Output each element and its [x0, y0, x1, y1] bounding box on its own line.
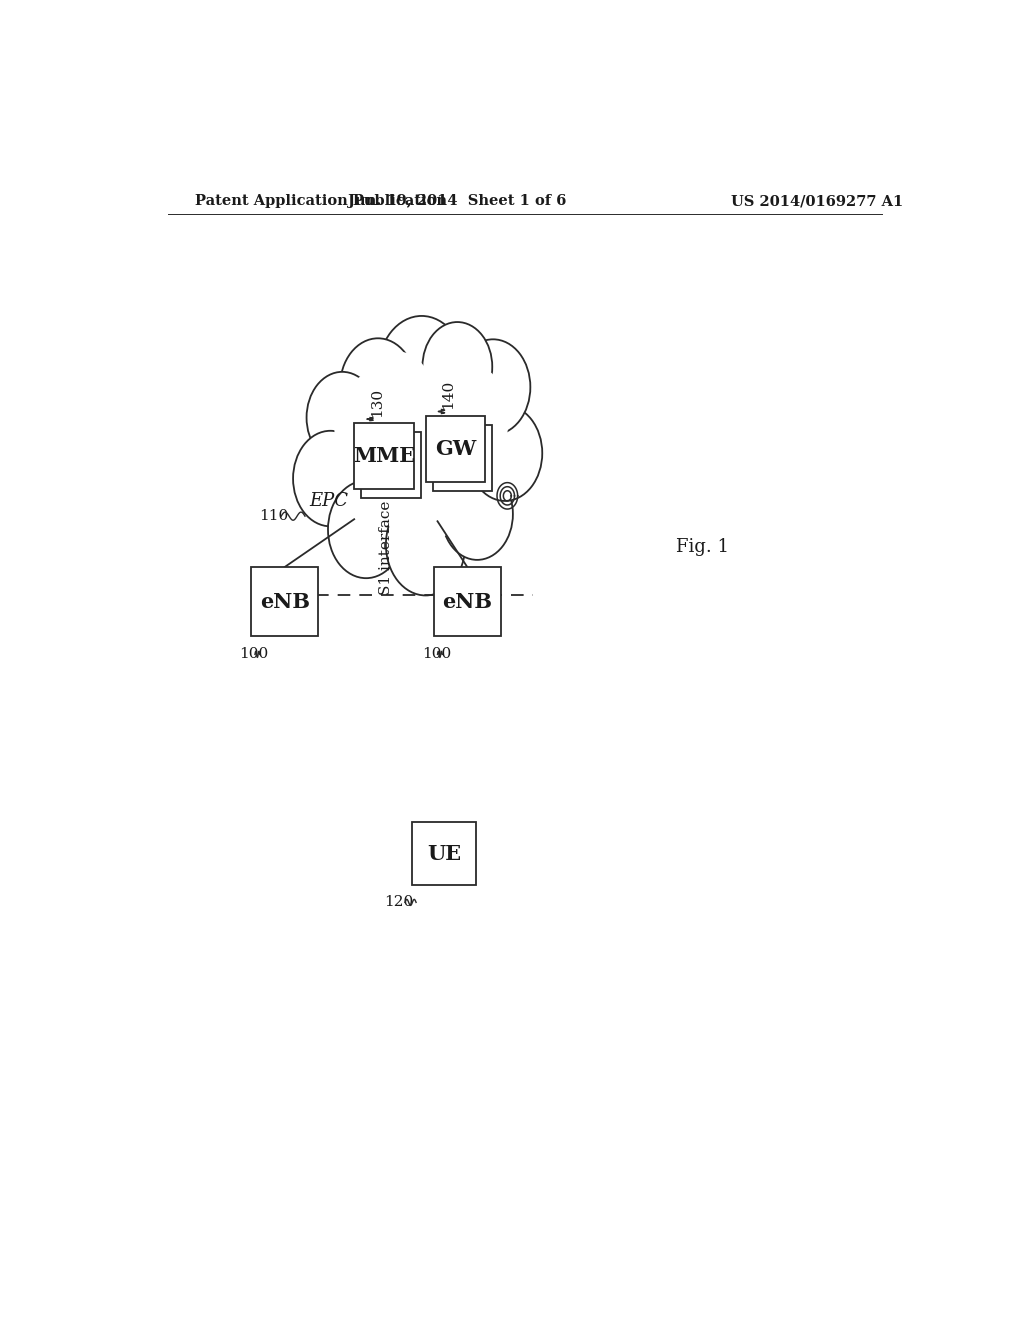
Circle shape	[386, 494, 465, 595]
Circle shape	[334, 372, 422, 483]
Text: UE: UE	[427, 843, 461, 863]
Text: GW: GW	[435, 438, 476, 458]
Text: US 2014/0169277 A1: US 2014/0169277 A1	[731, 194, 903, 209]
Text: MME: MME	[353, 446, 415, 466]
Text: 130: 130	[370, 388, 384, 417]
Text: eNB: eNB	[442, 591, 493, 611]
Text: 110: 110	[259, 510, 288, 523]
Text: 100: 100	[240, 647, 268, 661]
Text: eNB: eNB	[260, 591, 309, 611]
Circle shape	[410, 422, 481, 513]
Text: Jun. 19, 2014  Sheet 1 of 6: Jun. 19, 2014 Sheet 1 of 6	[348, 194, 566, 209]
Text: S1 interface: S1 interface	[379, 502, 393, 595]
Circle shape	[340, 338, 416, 436]
Circle shape	[468, 405, 543, 500]
Text: 120: 120	[384, 895, 414, 909]
Bar	[354, 422, 414, 488]
Text: Fig. 1: Fig. 1	[676, 537, 729, 556]
Circle shape	[378, 433, 465, 545]
Circle shape	[328, 480, 404, 578]
Circle shape	[456, 339, 530, 434]
Bar	[433, 568, 501, 636]
Circle shape	[422, 362, 509, 474]
Circle shape	[293, 430, 368, 527]
Circle shape	[362, 351, 433, 444]
Text: 140: 140	[441, 380, 456, 409]
Text: EPC: EPC	[309, 492, 348, 510]
Circle shape	[441, 469, 513, 560]
Bar	[361, 432, 421, 498]
Circle shape	[423, 322, 493, 412]
Bar	[433, 425, 493, 491]
Bar	[251, 568, 318, 636]
Circle shape	[306, 372, 378, 463]
Text: Patent Application Publication: Patent Application Publication	[196, 194, 447, 209]
Circle shape	[366, 367, 477, 510]
Circle shape	[378, 315, 465, 428]
Text: 100: 100	[422, 647, 451, 661]
Bar	[426, 416, 485, 482]
Bar	[412, 822, 475, 886]
